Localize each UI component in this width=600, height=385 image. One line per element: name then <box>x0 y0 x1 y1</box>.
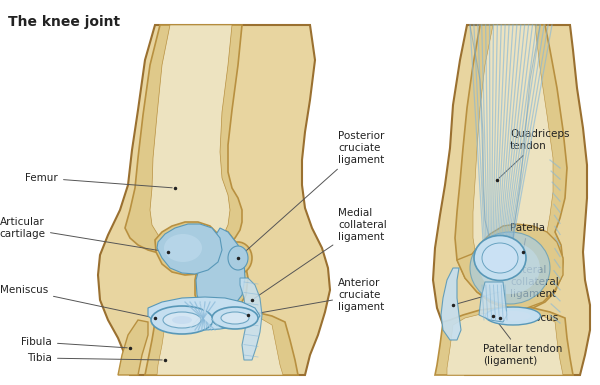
Ellipse shape <box>224 242 252 274</box>
Text: Patella: Patella <box>510 223 545 249</box>
Text: Femur: Femur <box>25 173 172 188</box>
Ellipse shape <box>480 242 540 294</box>
Ellipse shape <box>482 243 518 273</box>
Text: Anterior
cruciate
ligament: Anterior cruciate ligament <box>251 278 384 315</box>
Ellipse shape <box>212 307 258 329</box>
Polygon shape <box>157 315 283 375</box>
Ellipse shape <box>164 234 202 262</box>
Ellipse shape <box>496 311 530 321</box>
Polygon shape <box>157 224 222 274</box>
Polygon shape <box>155 222 220 275</box>
Polygon shape <box>433 25 590 375</box>
Ellipse shape <box>485 307 541 325</box>
Ellipse shape <box>151 306 213 334</box>
Polygon shape <box>473 25 553 303</box>
Polygon shape <box>125 25 242 256</box>
Text: The knee joint: The knee joint <box>8 15 120 29</box>
Text: Tibia: Tibia <box>27 353 162 363</box>
Polygon shape <box>196 228 245 314</box>
Polygon shape <box>145 310 298 375</box>
Polygon shape <box>435 308 573 375</box>
Polygon shape <box>240 278 262 360</box>
Text: Meniscus: Meniscus <box>0 285 152 317</box>
Ellipse shape <box>474 236 526 281</box>
Polygon shape <box>118 320 148 375</box>
Polygon shape <box>479 282 507 322</box>
Text: Lateral
collateral
ligament: Lateral collateral ligament <box>455 265 559 304</box>
Text: Quadriceps
tendon: Quadriceps tendon <box>499 129 569 178</box>
Polygon shape <box>447 312 563 375</box>
Ellipse shape <box>228 246 248 270</box>
Polygon shape <box>441 268 461 340</box>
Ellipse shape <box>221 312 249 324</box>
Polygon shape <box>457 224 563 308</box>
Polygon shape <box>195 228 248 318</box>
Ellipse shape <box>172 316 192 324</box>
Text: Patellar tendon
(ligament): Patellar tendon (ligament) <box>483 318 562 366</box>
Text: Meniscus: Meniscus <box>503 313 558 323</box>
Polygon shape <box>455 25 567 310</box>
Ellipse shape <box>163 312 201 328</box>
Ellipse shape <box>470 232 550 304</box>
Text: Fibula: Fibula <box>21 337 127 348</box>
Polygon shape <box>98 25 330 375</box>
Polygon shape <box>148 297 260 330</box>
Polygon shape <box>150 25 232 251</box>
Text: Articular
cartilage: Articular cartilage <box>0 217 165 251</box>
Text: Medial
collateral
ligament: Medial collateral ligament <box>254 208 387 298</box>
Text: Posterior
cruciate
ligament: Posterior cruciate ligament <box>240 131 385 256</box>
